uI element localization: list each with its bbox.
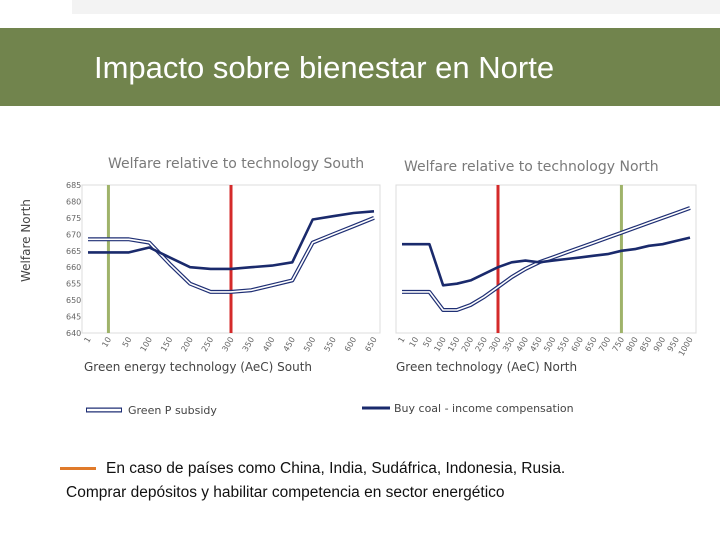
- y-tick-label: 680: [66, 197, 81, 206]
- x-tick-label: 1: [82, 336, 92, 345]
- x-tick-label: 700: [597, 336, 612, 354]
- x-tick-label: 350: [241, 336, 256, 354]
- x-tick-label: 10: [408, 336, 421, 349]
- x-tick-label: 850: [638, 336, 653, 354]
- x-tick-label: 600: [570, 336, 585, 354]
- x-tick-label: 200: [460, 336, 475, 354]
- x-tick-label: 10: [100, 336, 113, 349]
- y-tick-label: 655: [66, 280, 81, 289]
- x-tick-label: 400: [515, 336, 530, 354]
- x-tick-label: 100: [432, 336, 447, 354]
- title-banner: [0, 28, 720, 106]
- x-axis-label: Green technology (AeC) North: [396, 360, 577, 374]
- y-tick-label: 660: [66, 263, 81, 272]
- x-tick-label: 650: [363, 336, 378, 354]
- x-tick-label: 550: [322, 336, 337, 354]
- legend-label-buy-coal: Buy coal - income compensation: [394, 402, 574, 415]
- x-tick-label: 350: [501, 336, 516, 354]
- y-tick-label: 650: [66, 296, 81, 305]
- x-tick-label: 100: [139, 336, 154, 354]
- y-tick-label: 645: [66, 313, 81, 322]
- y-tick-label: 670: [66, 230, 81, 239]
- x-tick-label: 400: [261, 336, 276, 354]
- y-tick-label: 675: [66, 214, 81, 223]
- legend: Green P subsidy Buy coal - income compen…: [86, 402, 574, 417]
- caption-line-1: En caso de países como China, India, Sud…: [106, 460, 566, 477]
- y-tick-label: 685: [66, 181, 81, 190]
- series-line-green-p-subsidy-inner: [88, 217, 375, 293]
- x-tick-label: 150: [159, 336, 174, 354]
- caption-line-2: Comprar depósitos y habilitar competenci…: [66, 484, 505, 501]
- legend-label-green-p: Green P subsidy: [128, 404, 217, 417]
- x-tick-label: 450: [528, 336, 543, 354]
- x-tick-label: 550: [556, 336, 571, 354]
- x-tick-label: 450: [282, 336, 297, 354]
- plot-area: [395, 184, 697, 334]
- x-tick-label: 650: [583, 336, 598, 354]
- series-line-green-p-subsidy-inner: [402, 207, 691, 311]
- x-tick-label: 50: [121, 336, 134, 349]
- page-title: Impacto sobre bienestar en Norte: [94, 50, 555, 85]
- series-line-buy-coal: [402, 236, 691, 287]
- x-tick-label: 300: [220, 336, 235, 354]
- y-tick-label: 665: [66, 247, 81, 256]
- series-line-buy-coal: [88, 210, 375, 271]
- chart-title: Welfare relative to technology North: [404, 159, 659, 175]
- x-tick-label: 1000: [677, 336, 695, 358]
- x-tick-label: 200: [179, 336, 194, 354]
- y-axis-label: Welfare North: [19, 199, 33, 282]
- top-strip: [72, 0, 720, 14]
- x-tick-label: 150: [446, 336, 461, 354]
- x-tick-label: 1: [396, 336, 406, 345]
- x-tick-label: 800: [624, 336, 639, 354]
- x-tick-label: 250: [200, 336, 215, 354]
- chart-south: Welfare relative to technology South 640 6…: [66, 156, 381, 374]
- x-tick-label: 500: [302, 336, 317, 354]
- x-tick-label: 750: [611, 336, 626, 354]
- y-tick-label: 640: [66, 329, 81, 338]
- x-tick-label: 250: [474, 336, 489, 354]
- x-tick-label: 900: [652, 336, 667, 354]
- chart-title: Welfare relative to technology South: [108, 156, 364, 172]
- x-tick-label: 300: [487, 336, 502, 354]
- x-tick-label: 600: [343, 336, 358, 354]
- x-tick-label: 50: [421, 336, 434, 349]
- x-axis-label: Green energy technology (AeC) South: [84, 360, 312, 374]
- caption-marker: [60, 467, 96, 470]
- x-tick-label: 500: [542, 336, 557, 354]
